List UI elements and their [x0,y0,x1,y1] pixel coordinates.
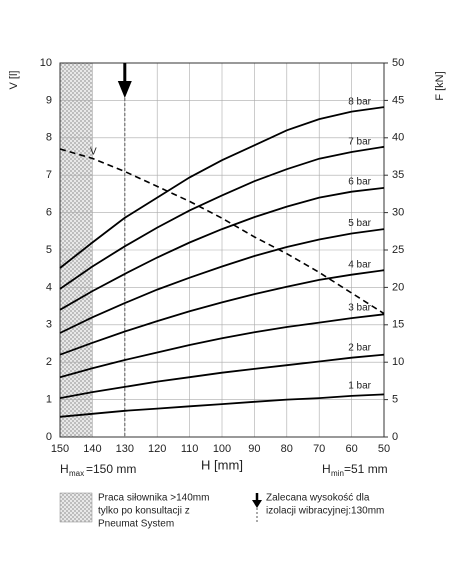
series-line [59,269,385,356]
series-line [59,393,385,418]
series-label: 3 bar [348,303,371,314]
hmin-h: H [322,462,331,476]
y-tick-label: 4 [46,281,52,293]
series-label: 7 bar [348,137,371,148]
series-line [59,148,385,315]
y-tick-label: 0 [46,431,52,443]
legend-text: Praca siłownika >140mm [98,493,209,504]
x-tick-label: 60 [345,443,357,455]
y2-tick-label: 50 [392,57,404,69]
x-tick-label: 110 [181,443,199,455]
y2-tick-label: 20 [392,281,404,293]
x-tick-label: 140 [83,443,101,455]
hmin-value: =51 mm [344,462,388,476]
x-tick-label: 70 [313,443,325,455]
legend-text: Pneumat System [98,519,174,530]
legend-text: tylko po konsultacji z [98,506,190,517]
series-label: 4 bar [348,259,371,270]
series-label: 8 bar [348,96,371,107]
y2-tick-label: 45 [392,94,404,106]
x-tick-label: 120 [148,443,166,455]
series-label: V [90,147,97,158]
y2-tick-label: 25 [392,244,404,256]
y2-tick-label: 30 [392,207,404,219]
x-tick-label: 90 [248,443,260,455]
x-tick-label: 50 [378,443,390,455]
series-line [59,313,385,379]
y-tick-label: 2 [46,356,52,368]
hmax-value: =150 mm [86,462,136,476]
hmin-label: H min =51 mm [322,462,388,478]
plot: 150 140 130 120 110 100 90 80 70 60 50012345678910… [40,57,405,455]
hmax-sub: max [69,469,84,478]
legend-text: Zalecana wysokość dla [266,493,370,504]
y-tick-label: 3 [46,319,52,331]
x-tick-label: 150 [51,443,69,455]
y-tick-label: 7 [46,169,52,181]
legend-text: izolacji wibracyjnej:130mm [266,506,384,517]
y-tick-label: 6 [46,207,52,219]
series-line [59,228,385,334]
series-label: 2 bar [348,342,371,353]
hmin-sub: min [331,469,344,478]
x-axis-title: H [mm] [201,457,243,472]
series-line [59,353,385,399]
series-line [59,187,385,311]
legend-arrow-icon [252,493,262,522]
x-tick-label: 130 [116,443,134,455]
y-tick-label: 1 [46,394,52,406]
legend-hatch [59,492,93,523]
y-tick-label: 9 [46,94,52,106]
y2-tick-label: 40 [392,132,404,144]
y-tick-label: 8 [46,132,52,144]
y-axis-title: V [l] [8,71,20,90]
y2-tick-label: 5 [392,394,398,406]
y2-axis-title: F [kN] [434,71,446,100]
y2-tick-label: 10 [392,356,404,368]
series-label: 6 bar [348,176,371,187]
series-line [59,145,385,290]
y-tick-label: 10 [40,57,52,69]
x-tick-label: 100 [213,443,231,455]
recommended-arrow-head [117,81,132,98]
y2-tick-label: 15 [392,319,404,331]
series-label: 5 bar [348,218,371,229]
x-tick-label: 80 [281,443,293,455]
y-tick-label: 5 [46,244,52,256]
series-line [59,106,385,269]
y2-tick-label: 0 [392,431,398,443]
series-label: 1 bar [348,381,371,392]
hmax-h: H [60,462,69,476]
hmax-label: H max =150 mm [60,462,136,478]
y2-tick-label: 35 [392,169,404,181]
plot-frame [59,62,385,438]
